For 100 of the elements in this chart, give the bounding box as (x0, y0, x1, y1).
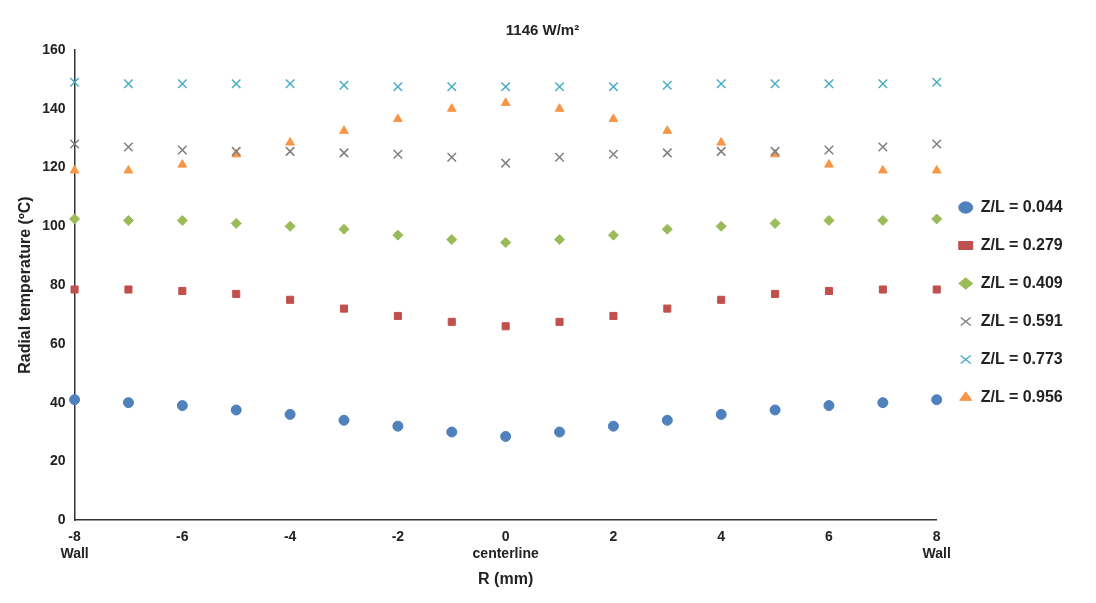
point (392, 149, 403, 160)
point (176, 214, 188, 226)
point (500, 236, 512, 248)
point (446, 152, 457, 163)
point (608, 149, 619, 160)
point (69, 77, 80, 88)
point (716, 137, 727, 146)
point (393, 113, 403, 123)
point (285, 137, 295, 146)
x-tick-label: 8 Wall (922, 528, 951, 562)
x-tick-label: -6 (176, 528, 189, 545)
point (931, 77, 942, 88)
chart-title: 1146 W/m² (505, 21, 580, 39)
y-tick-label: 0 (57, 511, 66, 528)
point (716, 146, 727, 157)
point (662, 147, 673, 158)
y-tick-label: 160 (42, 40, 66, 57)
point (501, 322, 510, 331)
point (122, 214, 134, 226)
point (662, 80, 673, 91)
point (500, 158, 511, 169)
point (931, 213, 943, 225)
point (769, 217, 781, 229)
point (338, 223, 350, 235)
point (339, 80, 349, 91)
point (339, 147, 349, 158)
point (393, 311, 402, 320)
point (500, 97, 511, 106)
point (178, 286, 187, 296)
point (177, 144, 188, 155)
point (232, 289, 241, 298)
point (931, 164, 942, 174)
legend-label: Z/L = 0.591 (980, 311, 1063, 329)
point (824, 159, 834, 168)
point (500, 81, 511, 92)
point (177, 78, 188, 89)
point (661, 223, 673, 235)
point (69, 394, 81, 406)
point (70, 285, 79, 294)
point (877, 214, 889, 226)
point (662, 125, 673, 134)
point (500, 430, 512, 442)
point (609, 311, 618, 320)
point (554, 234, 566, 246)
point (69, 164, 80, 174)
y-tick-label: 80 (49, 275, 66, 292)
point (231, 78, 242, 89)
y-tick-label: 40 (49, 393, 66, 410)
point (124, 285, 133, 294)
point (555, 317, 564, 326)
point (123, 141, 134, 152)
point (877, 78, 888, 89)
point (123, 164, 134, 174)
point (931, 139, 942, 150)
y-tick-label: 60 (49, 334, 66, 351)
point (878, 164, 888, 174)
x-tick-label: 2 (609, 528, 618, 545)
legend-label: Z/L = 0.044 (980, 197, 1063, 215)
point (715, 408, 727, 420)
point (392, 229, 404, 241)
point (607, 420, 619, 432)
point (823, 78, 834, 89)
legend-label: Z/L = 0.773 (980, 349, 1063, 367)
point (69, 213, 81, 225)
x-tick-label: 6 (825, 528, 834, 545)
point (877, 397, 889, 409)
y-tick-label: 120 (42, 158, 66, 175)
point (877, 141, 888, 152)
point (176, 400, 188, 412)
point (771, 289, 780, 298)
point (392, 420, 404, 432)
point (932, 285, 941, 294)
x-tick-label: 0 centerline (472, 528, 539, 562)
point (446, 81, 457, 92)
y-tick-label: 100 (42, 217, 66, 234)
point (823, 144, 834, 155)
legend-label: Z/L = 0.409 (980, 273, 1063, 291)
point (177, 159, 188, 168)
point (770, 78, 781, 89)
point (123, 78, 134, 89)
point (663, 304, 672, 313)
point (284, 408, 296, 420)
point (446, 103, 457, 112)
point (554, 103, 565, 112)
point (230, 217, 242, 229)
point (717, 295, 726, 304)
point (284, 220, 296, 232)
point (122, 397, 134, 409)
point (824, 286, 833, 296)
point (446, 426, 458, 438)
point (285, 78, 296, 89)
point (339, 304, 349, 313)
x-tick-label: -2 (391, 528, 405, 545)
point (446, 234, 458, 246)
point (338, 414, 350, 426)
y-tick-label: 20 (49, 452, 66, 469)
point (608, 113, 619, 123)
point (554, 426, 566, 438)
x-tick-label: 4 (717, 528, 726, 545)
point (554, 152, 565, 163)
